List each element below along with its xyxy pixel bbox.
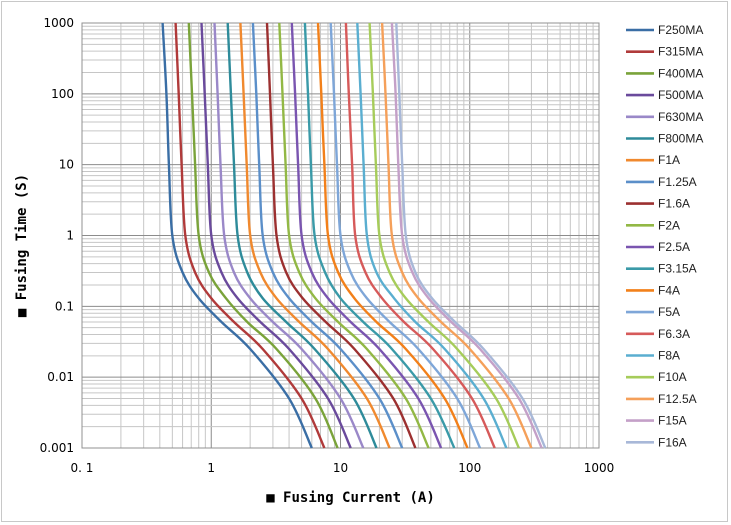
legend-label: F250MA (658, 23, 703, 37)
legend-item: F630MA (626, 110, 703, 124)
x-tick-label: 1000 (584, 461, 615, 475)
y-tick-label: 10 (59, 158, 74, 172)
legend-label: F10A (658, 370, 687, 384)
series-line-f800ma (226, 22, 378, 449)
legend-label: F500MA (658, 88, 703, 102)
legend-item: F3.15A (626, 262, 697, 276)
legend-item: F6.3A (626, 327, 690, 341)
y-tick-label: 0.01 (47, 370, 74, 384)
legend-item: F800MA (626, 132, 703, 146)
legend-label: F1A (658, 153, 680, 167)
series-line-f15a (390, 22, 543, 449)
y-tick-label: 0.001 (40, 441, 74, 455)
legend-item: F8A (626, 349, 680, 363)
legend-label: F2A (658, 218, 680, 232)
series-line-f250ma (161, 22, 313, 449)
legend-item: F10A (626, 370, 687, 384)
series-line-f5a (329, 22, 482, 449)
legend-label: F16A (658, 435, 687, 449)
series-line-f2a (278, 22, 430, 449)
series-line-f1-25a (251, 22, 404, 449)
legend-item: F315MA (626, 45, 703, 59)
x-axis-title: ■ Fusing Current (A) (266, 490, 435, 506)
legend-label: F315MA (658, 45, 703, 59)
axis-ticks: 0. 1 1 10 100 1000 0.001 0.01 0.1 1 10 100 1000 (40, 16, 615, 475)
y-axis-title: ■ Fusing Time (S) (14, 174, 30, 317)
legend-label: F12.5A (658, 392, 697, 406)
legend: F250MA F315MA F400MA F500MA F630MA F800MA F1A F… (626, 23, 703, 449)
series-line-f16a (395, 22, 547, 449)
legend-item: F500MA (626, 88, 703, 102)
y-tick-label: 1000 (43, 16, 74, 30)
x-tick-label: 0. 1 (71, 461, 94, 475)
legend-item: F1A (626, 153, 680, 167)
legend-item: F2A (626, 218, 680, 232)
legend-label: F4A (658, 283, 680, 297)
legend-label: F1.25A (658, 175, 697, 189)
y-tick-label: 100 (51, 87, 74, 101)
legend-item: F1.25A (626, 175, 697, 189)
legend-label: F400MA (658, 66, 703, 80)
x-tick-label: 100 (458, 461, 481, 475)
legend-label: F15A (658, 414, 687, 428)
x-tick-label: 10 (333, 461, 348, 475)
series-line-f500ma (200, 22, 352, 449)
legend-label: F1.6A (658, 197, 690, 211)
legend-label: F2.5A (658, 240, 690, 254)
series-line-f12-5a (380, 22, 533, 449)
y-tick-label: 0.1 (55, 299, 74, 313)
y-tick-label: 1 (66, 229, 74, 243)
legend-item: F250MA (626, 23, 703, 37)
legend-label: F800MA (658, 132, 703, 146)
series-line-f6-3a (344, 22, 496, 449)
legend-label: F8A (658, 349, 680, 363)
series-line-f10a (368, 22, 520, 449)
series-line-f2-5a (290, 22, 443, 449)
series-line-f400ma (187, 22, 339, 449)
series-line-f630ma (213, 22, 365, 449)
legend-item: F4A (626, 283, 680, 297)
legend-item: F15A (626, 414, 687, 428)
x-tick-label: 1 (207, 461, 215, 475)
legend-item: F400MA (626, 66, 703, 80)
legend-item: F5A (626, 305, 680, 319)
series-line-f1a (239, 22, 391, 449)
legend-label: F5A (658, 305, 680, 319)
series-line-f4a (316, 22, 469, 449)
legend-item: F2.5A (626, 240, 690, 254)
series-line-f3-15a (303, 22, 456, 449)
series-line-f1-6a (265, 22, 417, 449)
series-curves (161, 22, 547, 449)
series-line-f8a (356, 22, 508, 449)
legend-item: F16A (626, 435, 687, 449)
legend-label: F630MA (658, 110, 703, 124)
plot-area (81, 22, 600, 449)
legend-item: F12.5A (626, 392, 697, 406)
legend-item: F1.6A (626, 197, 690, 211)
series-line-f315ma (174, 22, 326, 449)
legend-label: F3.15A (658, 262, 697, 276)
legend-label: F6.3A (658, 327, 690, 341)
